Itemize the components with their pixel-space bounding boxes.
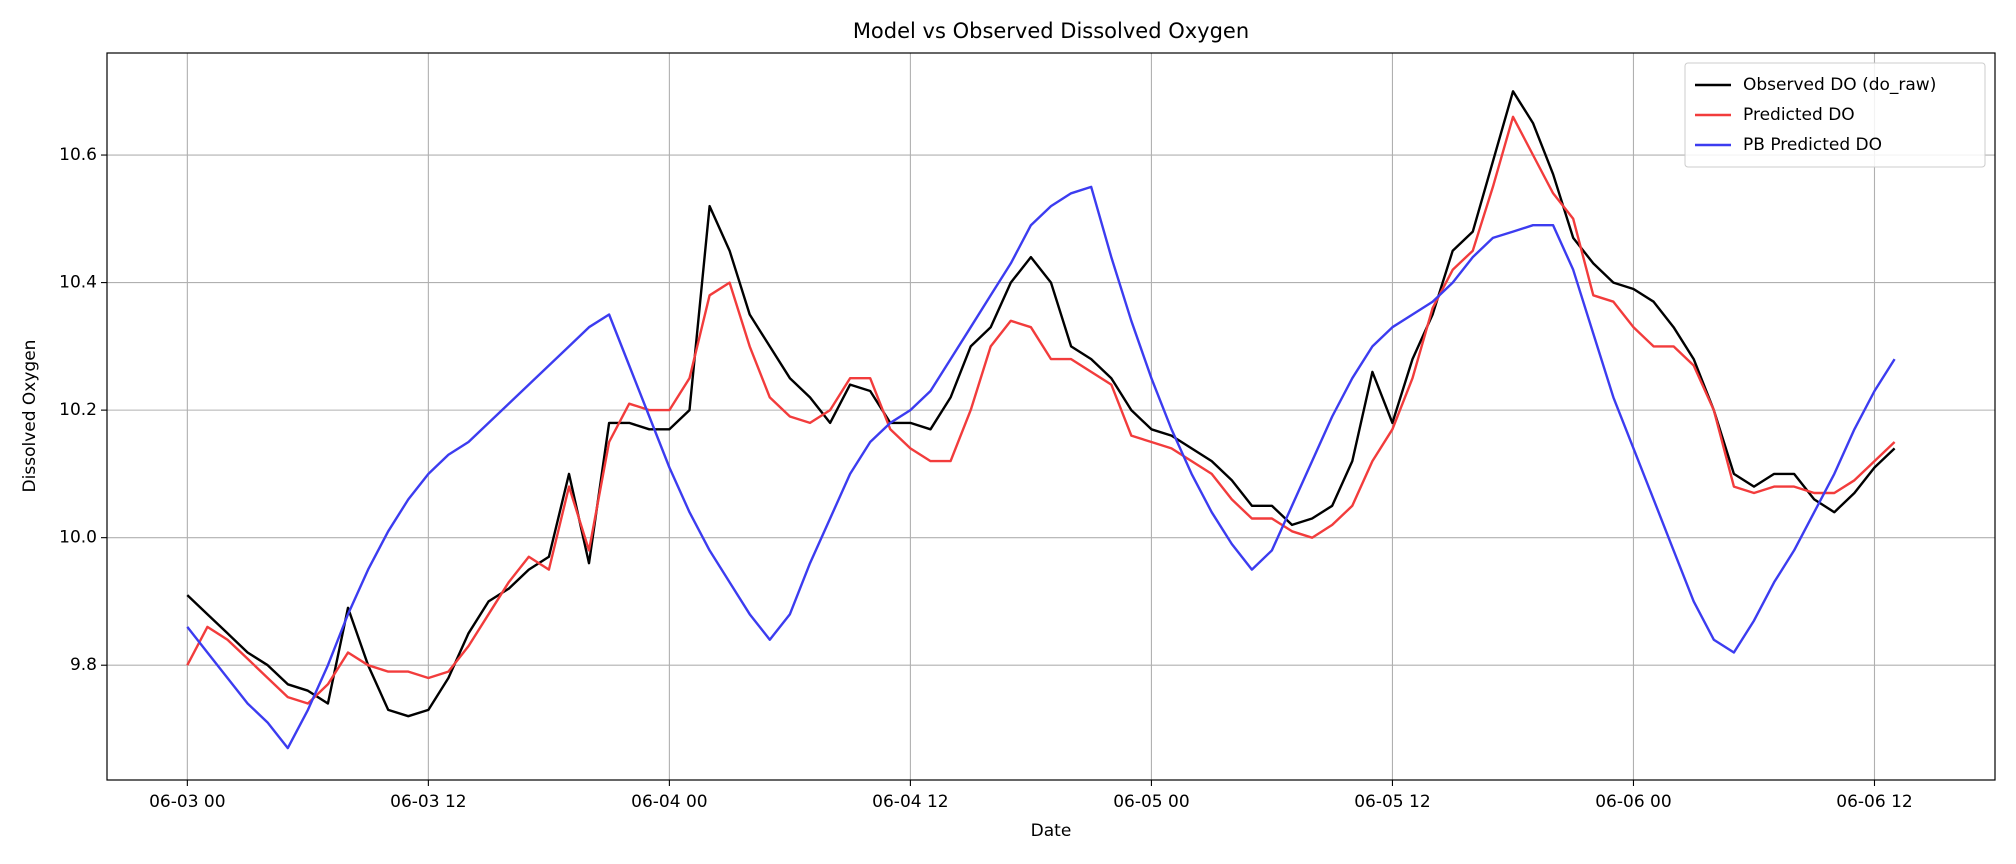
legend-label: Observed DO (do_raw) [1743,75,1936,95]
data-line [186,115,1896,705]
y-tick-label: 10.2 [59,400,97,420]
data-line [186,185,1896,750]
legend-label: PB Predicted DO [1743,135,1882,155]
y-tick-label: 10.4 [59,273,97,293]
x-tick-label: 06-06 00 [1595,792,1671,812]
data-line [186,90,1896,718]
chart-title: Model vs Observed Dissolved Oxygen [853,19,1249,43]
x-tick-label: 06-06 12 [1836,792,1912,812]
legend: Observed DO (do_raw) Predicted DO PB Predi… [1684,62,1986,168]
y-axis-label: Dissolved Oxygen [20,340,40,493]
legend-label: Predicted DO [1743,105,1855,125]
x-tick-label: 06-05 00 [1113,792,1189,812]
x-tick-label: 06-04 00 [631,792,707,812]
y-tick-label: 10.0 [59,528,97,548]
plot-frame [106,52,1996,781]
y-tick-label: 10.6 [59,145,97,165]
x-tick-label: 06-04 12 [872,792,948,812]
x-tick-label: 06-05 12 [1354,792,1430,812]
legend-box [1684,62,1986,168]
x-tick-label: 06-03 12 [390,792,466,812]
x-tick-label: 06-03 00 [149,792,225,812]
x-axis-label: Date [1031,821,1072,841]
y-tick-label: 9.8 [70,655,97,675]
